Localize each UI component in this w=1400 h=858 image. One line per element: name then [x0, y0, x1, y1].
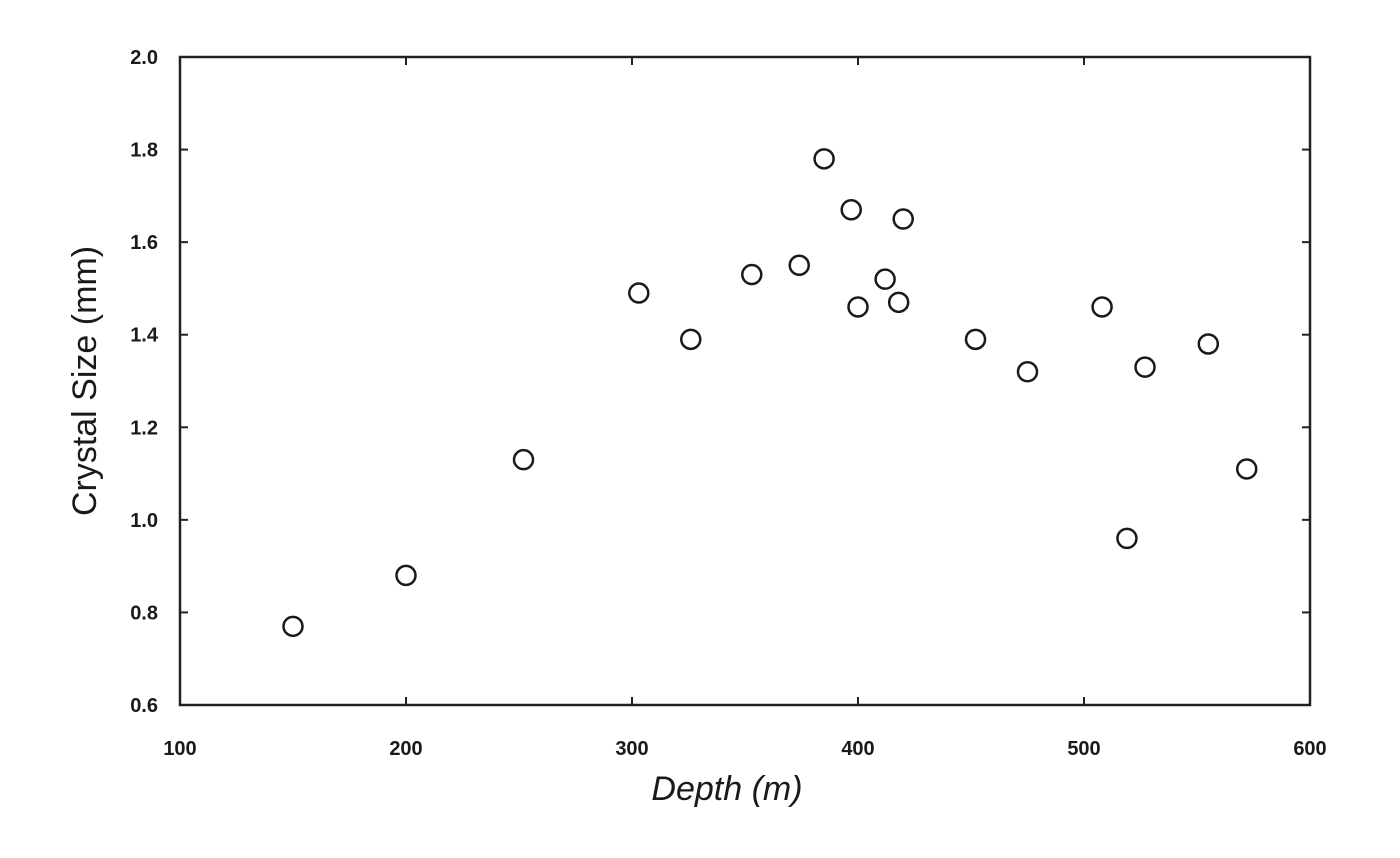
x-tick-label: 300 [615, 738, 648, 760]
x-tick-label: 500 [1067, 738, 1100, 760]
data-point [1235, 458, 1258, 480]
data-point [887, 291, 910, 314]
data-point [840, 198, 862, 221]
data-point [813, 148, 835, 170]
x-tick-labels: 100 200 300 400 500 600 [163, 738, 1326, 760]
x-tick-label: 600 [1293, 738, 1326, 760]
data-point [847, 296, 869, 318]
data-point [282, 615, 304, 638]
data-point [628, 282, 650, 304]
data-point [512, 448, 535, 471]
y-tick-label: 0.6 [130, 695, 158, 717]
data-point [1197, 333, 1220, 355]
data-point [1016, 360, 1039, 383]
y-axis-title: Crystal Size (mm) [66, 246, 104, 516]
y-tick-label: 1.2 [130, 417, 158, 439]
data-point [788, 254, 810, 277]
x-tick-label: 100 [163, 738, 196, 760]
x-axis-title: Depth (m) [651, 770, 802, 808]
y-tick-label: 1.4 [130, 325, 159, 347]
plot-frame [178, 55, 1312, 707]
data-point [1091, 296, 1113, 318]
y-tick-label: 2.0 [130, 47, 158, 69]
x-tick-label: 200 [389, 738, 422, 760]
data-point [1134, 356, 1156, 378]
data-point [892, 208, 914, 230]
data-point [1116, 527, 1138, 550]
y-tick-label: 1.8 [130, 140, 158, 162]
data-point [680, 328, 702, 351]
data-point [874, 268, 896, 290]
data-point [741, 263, 763, 286]
x-tick-label: 400 [841, 738, 874, 760]
data-points [282, 148, 1258, 638]
y-tick-labels: 0.6 0.8 1.0 1.2 1.4 1.6 1.8 2.0 [130, 47, 159, 717]
y-tick-label: 1.0 [130, 510, 158, 532]
y-tick-label: 0.8 [130, 602, 158, 624]
data-point [964, 328, 987, 351]
data-point [395, 564, 417, 587]
axis-ticks [179, 56, 1311, 706]
y-tick-label: 1.6 [130, 232, 158, 254]
